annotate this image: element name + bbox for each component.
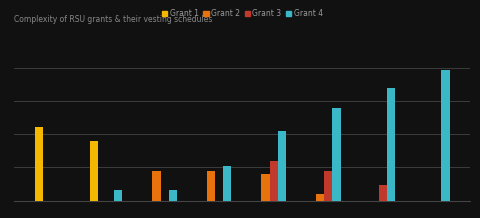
Bar <box>90 141 98 201</box>
Legend: Grant 1, Grant 2, Grant 3, Grant 4: Grant 1, Grant 2, Grant 3, Grant 4 <box>159 6 326 21</box>
Bar <box>270 161 278 201</box>
Bar <box>262 174 270 201</box>
Bar <box>153 171 161 201</box>
Bar <box>114 190 122 201</box>
Bar <box>223 166 231 201</box>
Bar <box>278 131 286 201</box>
Bar <box>442 70 450 201</box>
Bar <box>333 107 341 201</box>
Bar <box>207 171 215 201</box>
Text: Complexity of RSU grants & their vesting schedules: Complexity of RSU grants & their vesting… <box>14 15 213 24</box>
Bar <box>316 194 324 201</box>
Bar <box>387 88 395 201</box>
Bar <box>35 128 43 201</box>
Bar <box>324 171 333 201</box>
Bar <box>169 190 177 201</box>
Bar <box>379 185 387 201</box>
